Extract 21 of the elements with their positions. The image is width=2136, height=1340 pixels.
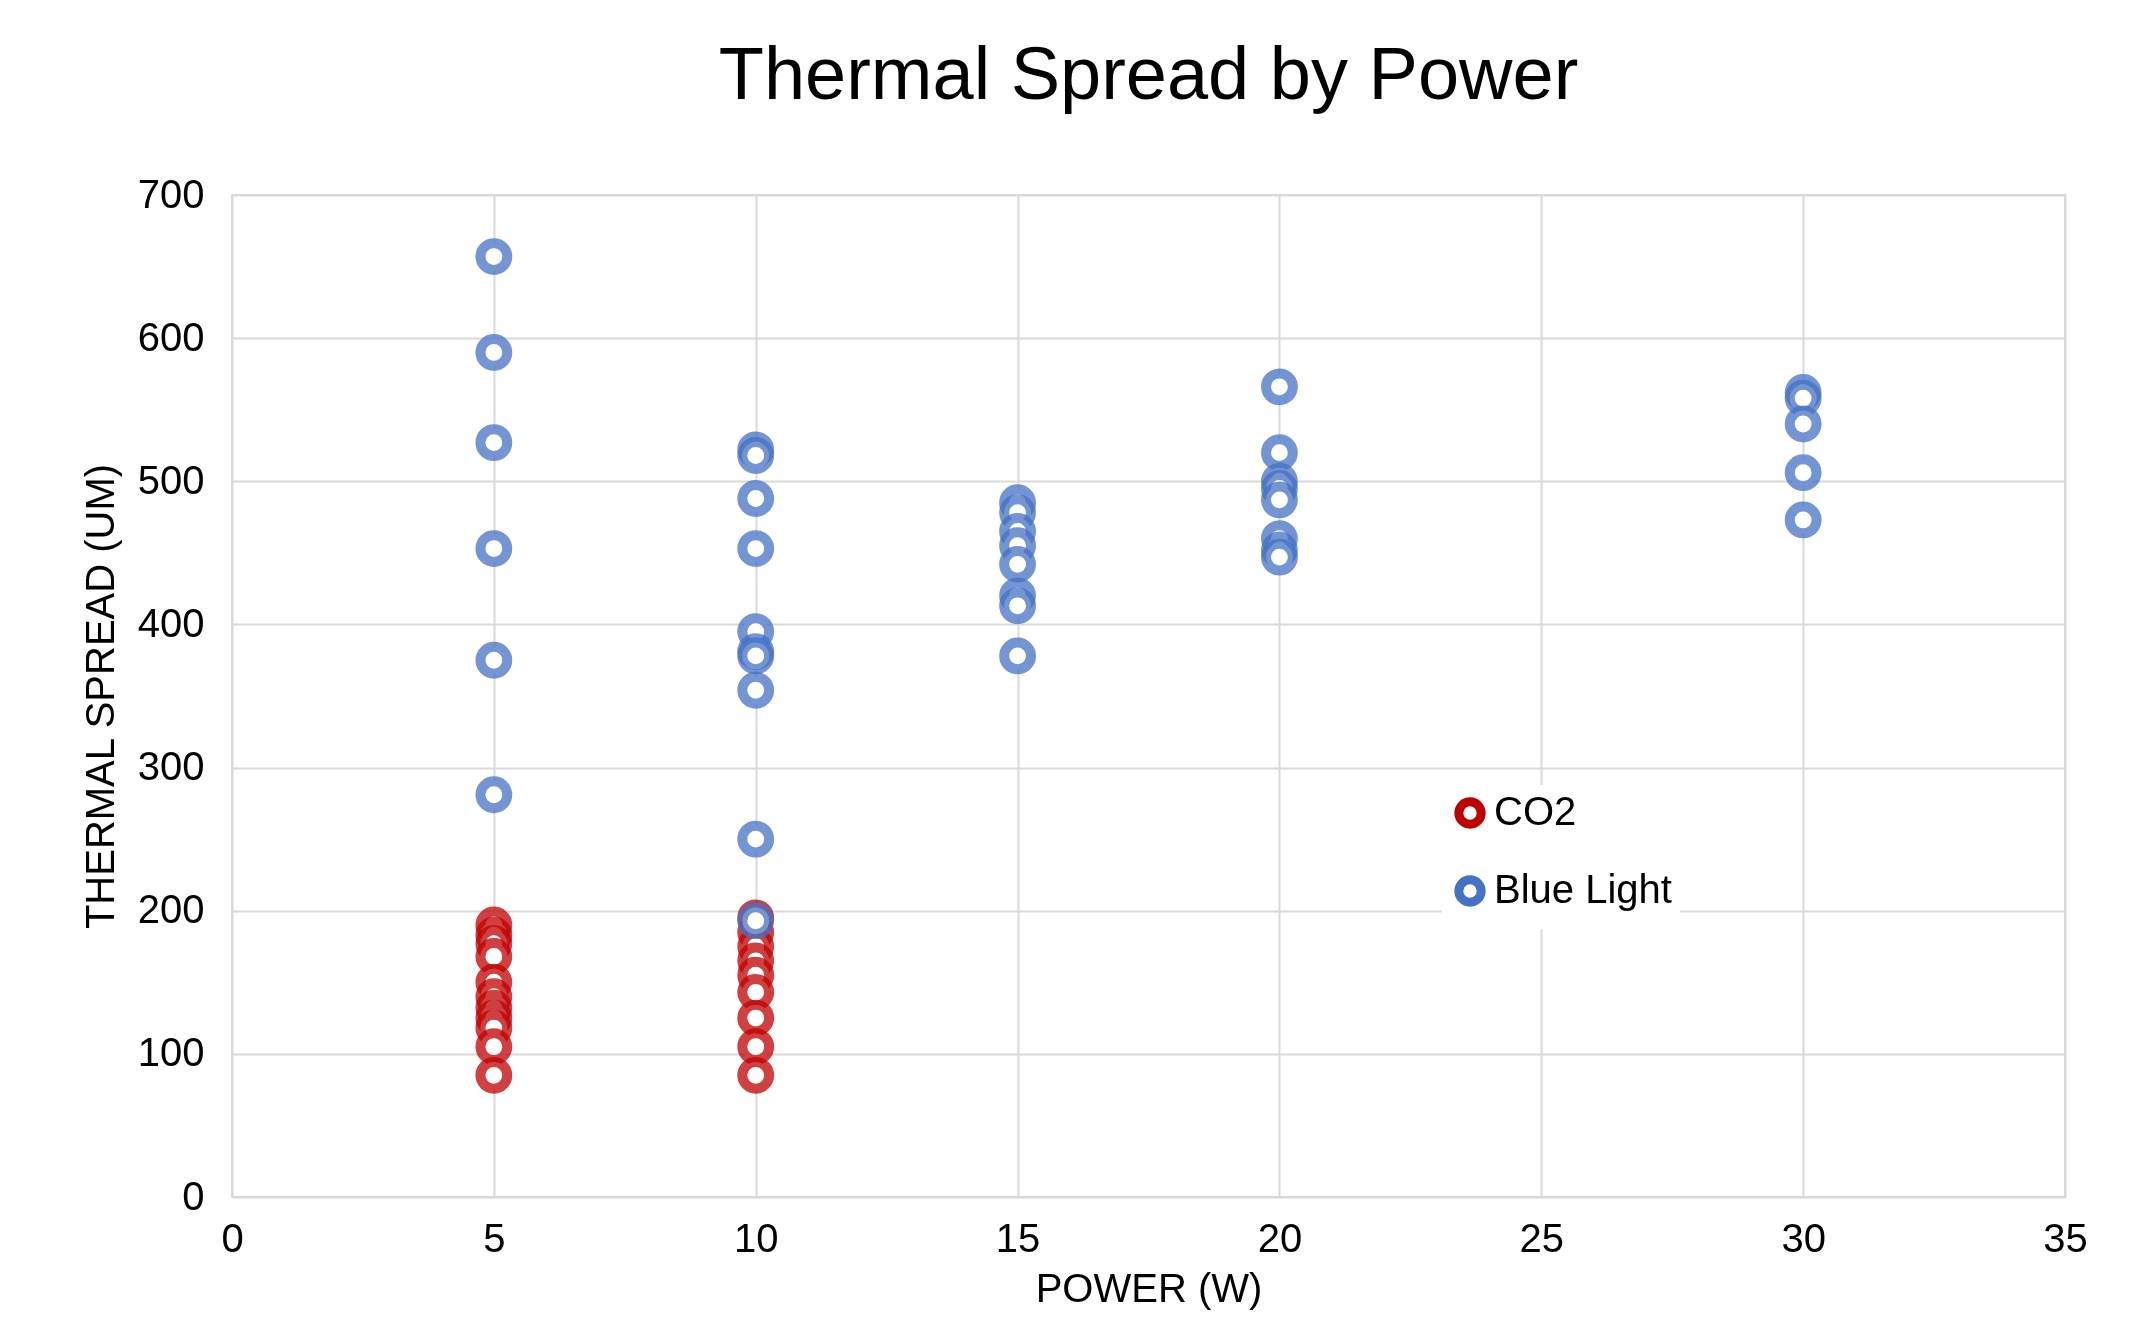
legend-label: CO2 [1494, 789, 1577, 833]
x-axis-title: POWER (W) [1035, 1265, 1263, 1310]
x-tick-label: 30 [1781, 1215, 1826, 1260]
x-tick-label: 5 [483, 1215, 506, 1260]
y-tick-label: 500 [137, 457, 205, 502]
x-tick-label: 20 [1257, 1215, 1303, 1260]
y-tick-label: 400 [137, 600, 205, 645]
y-tick-label: 100 [137, 1030, 205, 1075]
x-tick-label: 25 [1519, 1215, 1565, 1260]
chart-title: Thermal Spread by Power [718, 32, 1579, 115]
y-axis-title: THERMAL SPREAD (UM) [77, 463, 122, 930]
x-tick-label: 0 [221, 1215, 244, 1260]
legend-label: Blue Light [1494, 867, 1672, 911]
x-tick-label: 15 [995, 1215, 1041, 1260]
y-tick-label: 0 [182, 1173, 205, 1218]
y-tick-label: 700 [137, 171, 205, 216]
x-tick-label: 35 [2043, 1215, 2088, 1260]
x-tick-label: 10 [733, 1215, 779, 1260]
y-tick-label: 300 [137, 744, 205, 789]
y-tick-label: 600 [137, 314, 205, 359]
y-tick-label: 200 [137, 887, 205, 932]
